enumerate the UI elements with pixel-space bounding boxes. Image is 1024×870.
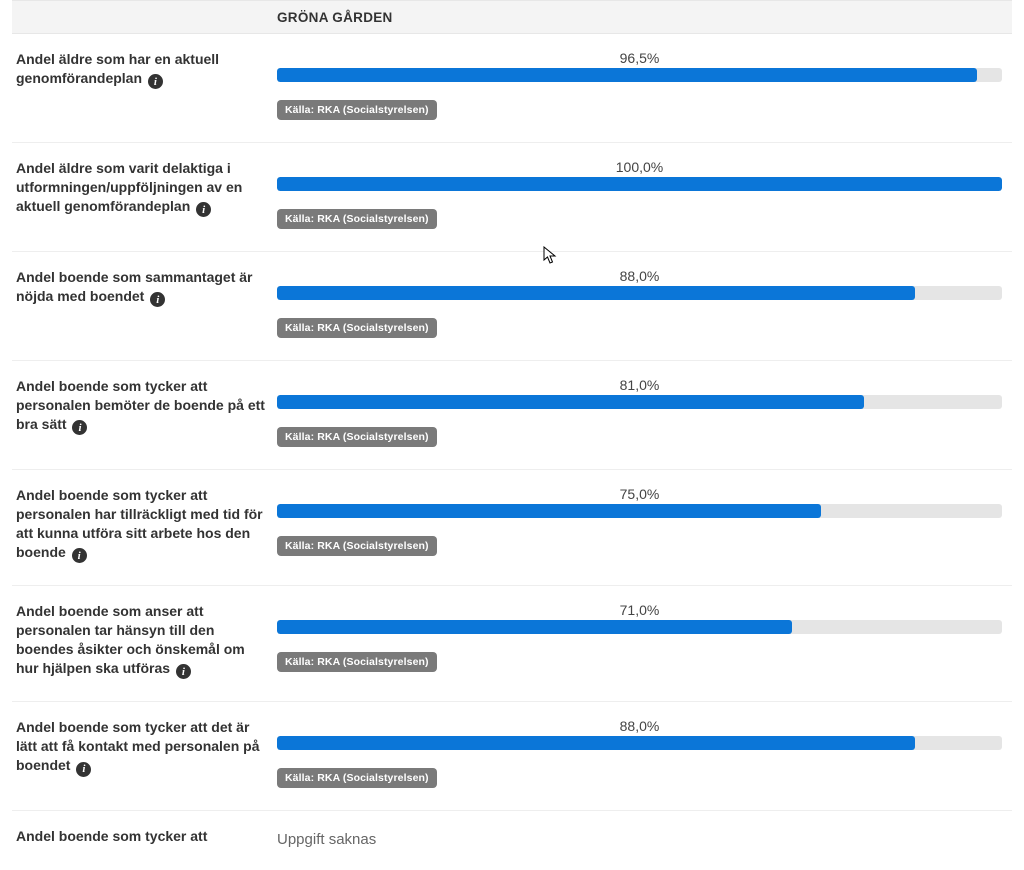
info-icon[interactable]: i [72, 420, 87, 435]
info-icon[interactable]: i [176, 664, 191, 679]
metric-label-col: Andel boende som sammantaget är nöjda me… [12, 268, 277, 338]
progress-bar-track [277, 620, 1002, 634]
progress-bar-fill [277, 620, 792, 634]
progress-bar-track [277, 68, 1002, 82]
info-icon[interactable]: i [196, 202, 211, 217]
metric-data-col: 100,0% Källa: RKA (Socialstyrelsen) [277, 159, 1012, 229]
info-icon[interactable]: i [148, 74, 163, 89]
metric-row: Andel boende som anser att personalen ta… [12, 586, 1012, 702]
metric-value-text: 100,0% [277, 159, 1002, 175]
metric-label: Andel äldre som har en aktuell genomföra… [16, 51, 219, 86]
missing-text: Uppgift saknas [277, 831, 1002, 848]
metric-label-col: Andel boende som tycker att [12, 827, 277, 848]
metric-label-col: Andel äldre som varit delaktiga i utform… [12, 159, 277, 229]
header-data-col: GRÖNA GÅRDEN [277, 9, 1012, 25]
metric-label: Andel boende som tycker att det är lätt … [16, 719, 260, 773]
metric-label-col: Andel boende som tycker att personalen h… [12, 486, 277, 563]
metric-data-col: 75,0% Källa: RKA (Socialstyrelsen) [277, 486, 1012, 563]
metric-value-text: 81,0% [277, 377, 1002, 393]
metric-data-col: 88,0% Källa: RKA (Socialstyrelsen) [277, 718, 1012, 788]
progress-bar-fill [277, 736, 915, 750]
metric-row: Andel äldre som har en aktuell genomföra… [12, 34, 1012, 143]
metric-data-col: 96,5% Källa: RKA (Socialstyrelsen) [277, 50, 1012, 120]
metric-row: Andel boende som tycker att Uppgift sakn… [12, 811, 1012, 870]
source-badge: Källa: RKA (Socialstyrelsen) [277, 318, 437, 338]
metric-label-col: Andel boende som tycker att det är lätt … [12, 718, 277, 788]
source-badge: Källa: RKA (Socialstyrelsen) [277, 209, 437, 229]
metrics-rows: Andel äldre som har en aktuell genomföra… [12, 34, 1012, 870]
table-header-row: GRÖNA GÅRDEN [12, 0, 1012, 34]
metric-row: Andel boende som tycker att personalen h… [12, 470, 1012, 586]
progress-bar-track [277, 286, 1002, 300]
metric-label-col: Andel boende som anser att personalen ta… [12, 602, 277, 679]
metric-data-col: 88,0% Källa: RKA (Socialstyrelsen) [277, 268, 1012, 338]
metric-label-col: Andel äldre som har en aktuell genomföra… [12, 50, 277, 120]
facility-name: GRÖNA GÅRDEN [277, 10, 393, 25]
metric-value-text: 75,0% [277, 486, 1002, 502]
progress-bar-track [277, 504, 1002, 518]
metric-value-text: 96,5% [277, 50, 1002, 66]
progress-bar-fill [277, 395, 864, 409]
progress-bar-fill [277, 177, 1002, 191]
metric-label-col: Andel boende som tycker att personalen b… [12, 377, 277, 447]
metric-label: Andel boende som anser att personalen ta… [16, 603, 245, 676]
info-icon[interactable]: i [72, 548, 87, 563]
progress-bar-track [277, 177, 1002, 191]
metric-data-col: 81,0% Källa: RKA (Socialstyrelsen) [277, 377, 1012, 447]
source-badge: Källa: RKA (Socialstyrelsen) [277, 427, 437, 447]
source-badge: Källa: RKA (Socialstyrelsen) [277, 536, 437, 556]
metric-label: Andel boende som tycker att personalen b… [16, 378, 265, 432]
progress-bar-fill [277, 504, 821, 518]
metric-data-col: Uppgift saknas [277, 827, 1012, 848]
metric-row: Andel äldre som varit delaktiga i utform… [12, 143, 1012, 252]
metric-value-text: 71,0% [277, 602, 1002, 618]
source-badge: Källa: RKA (Socialstyrelsen) [277, 100, 437, 120]
info-icon[interactable]: i [76, 762, 91, 777]
metric-label: Andel boende som tycker att personalen h… [16, 487, 263, 560]
info-icon[interactable]: i [150, 292, 165, 307]
metric-value-text: 88,0% [277, 718, 1002, 734]
source-badge: Källa: RKA (Socialstyrelsen) [277, 768, 437, 788]
metric-row: Andel boende som tycker att personalen b… [12, 361, 1012, 470]
metric-label: Andel boende som sammantaget är nöjda me… [16, 269, 253, 304]
metric-data-col: 71,0% Källa: RKA (Socialstyrelsen) [277, 602, 1012, 679]
progress-bar-track [277, 395, 1002, 409]
metric-row: Andel boende som tycker att det är lätt … [12, 702, 1012, 811]
progress-bar-track [277, 736, 1002, 750]
source-badge: Källa: RKA (Socialstyrelsen) [277, 652, 437, 672]
progress-bar-fill [277, 286, 915, 300]
metrics-table: GRÖNA GÅRDEN Andel äldre som har en aktu… [0, 0, 1024, 870]
progress-bar-fill [277, 68, 977, 82]
metric-row: Andel boende som sammantaget är nöjda me… [12, 252, 1012, 361]
metric-label: Andel boende som tycker att [16, 828, 207, 844]
metric-value-text: 88,0% [277, 268, 1002, 284]
